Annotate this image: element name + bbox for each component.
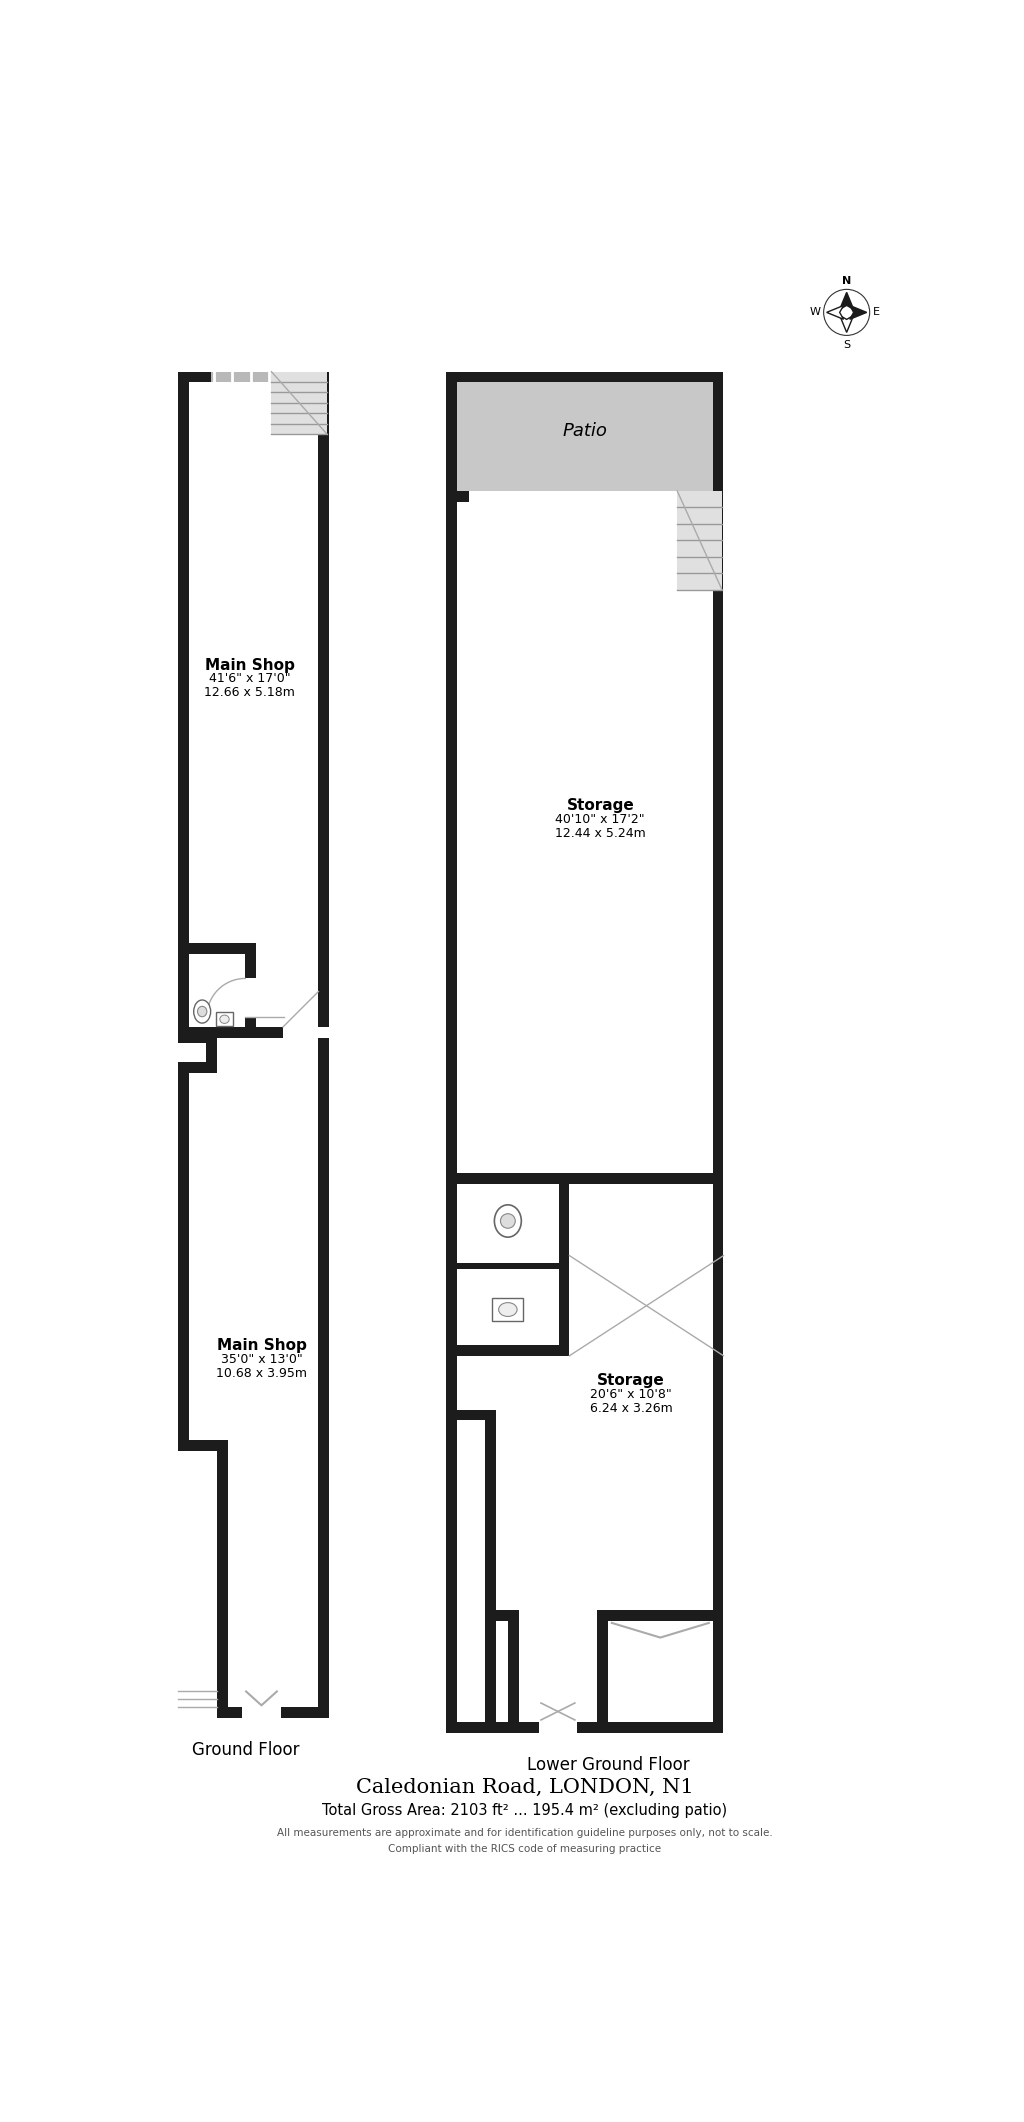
Text: Main Shop: Main Shop	[216, 1339, 306, 1354]
Text: Caledonian Road, LONDON, N1: Caledonian Road, LONDON, N1	[356, 1778, 693, 1797]
Bar	[446, 1345, 569, 1356]
Bar	[457, 1263, 559, 1269]
Bar	[677, 490, 722, 590]
Bar	[493, 1299, 523, 1322]
Bar	[713, 490, 724, 1734]
Text: 41'6" x 17'0": 41'6" x 17'0"	[209, 673, 291, 685]
Text: S: S	[843, 340, 850, 350]
Bar	[713, 371, 724, 490]
Text: 6.24 x 3.26m: 6.24 x 3.26m	[590, 1403, 673, 1415]
Bar	[446, 1173, 724, 1184]
Bar	[457, 501, 713, 1723]
Bar	[217, 1441, 227, 1717]
Text: 12.66 x 5.18m: 12.66 x 5.18m	[205, 685, 295, 700]
Text: Main Shop: Main Shop	[205, 658, 295, 673]
Polygon shape	[840, 316, 854, 333]
Text: E: E	[872, 308, 880, 318]
Bar	[597, 1611, 713, 1621]
Text: 12.44 x 5.24m: 12.44 x 5.24m	[555, 828, 646, 840]
Ellipse shape	[501, 1214, 515, 1229]
Bar	[243, 1706, 281, 1717]
Ellipse shape	[495, 1205, 521, 1237]
Text: N: N	[842, 276, 851, 286]
Bar	[178, 1063, 217, 1074]
Bar	[608, 1600, 713, 1723]
Polygon shape	[850, 306, 866, 318]
Bar	[178, 1706, 330, 1717]
Bar	[446, 371, 457, 490]
Bar	[496, 1600, 497, 1723]
Ellipse shape	[194, 999, 211, 1023]
Ellipse shape	[198, 1006, 207, 1016]
Bar	[597, 1611, 608, 1734]
Bar	[271, 371, 327, 435]
Text: Patio: Patio	[562, 422, 607, 441]
Bar	[216, 1012, 233, 1027]
Bar	[496, 1611, 508, 1621]
Polygon shape	[840, 293, 854, 310]
Bar	[178, 1031, 217, 1044]
Bar	[206, 1031, 217, 1074]
Text: Total Gross Area: 2103 ft² ... 195.4 m² (excluding patio): Total Gross Area: 2103 ft² ... 195.4 m² …	[323, 1802, 727, 1819]
Text: 20'6" x 10'8": 20'6" x 10'8"	[590, 1388, 672, 1401]
Bar	[178, 1027, 330, 1038]
Bar	[446, 490, 724, 501]
Bar	[211, 371, 271, 382]
Bar	[457, 382, 713, 490]
Bar	[178, 1441, 227, 1451]
Text: Compliant with the RICS code of measuring practice: Compliant with the RICS code of measurin…	[388, 1844, 662, 1853]
Bar	[484, 1611, 518, 1621]
Bar	[178, 942, 256, 953]
Text: Storage: Storage	[566, 798, 634, 813]
Text: 10.68 x 3.95m: 10.68 x 3.95m	[216, 1367, 307, 1379]
Text: Lower Ground Floor: Lower Ground Floor	[526, 1757, 689, 1774]
Ellipse shape	[220, 1014, 229, 1023]
Ellipse shape	[499, 1303, 517, 1316]
Bar	[508, 1611, 518, 1734]
Text: W: W	[810, 308, 820, 318]
Bar	[178, 371, 189, 1717]
Bar	[446, 371, 724, 382]
Bar	[283, 1027, 330, 1038]
Bar	[318, 371, 330, 1717]
Text: All measurements are approximate and for identification guideline purposes only,: All measurements are approximate and for…	[276, 1829, 773, 1838]
Bar	[484, 1409, 496, 1734]
Bar	[457, 1409, 484, 1723]
Bar	[446, 490, 457, 1734]
Bar	[246, 942, 256, 1031]
Bar	[246, 978, 256, 1016]
Text: Storage: Storage	[597, 1373, 665, 1388]
Bar	[446, 1723, 724, 1734]
Bar	[469, 490, 677, 501]
Bar	[559, 1173, 569, 1356]
Text: 35'0" x 13'0": 35'0" x 13'0"	[220, 1354, 302, 1367]
Bar	[178, 371, 330, 382]
Bar	[457, 1409, 496, 1420]
Bar	[178, 1441, 217, 1717]
Bar	[178, 1031, 217, 1074]
Bar	[189, 382, 318, 1706]
Text: 40'10" x 17'2": 40'10" x 17'2"	[555, 813, 645, 825]
Text: Ground Floor: Ground Floor	[193, 1740, 300, 1759]
Polygon shape	[826, 306, 844, 318]
Bar	[539, 1723, 578, 1734]
